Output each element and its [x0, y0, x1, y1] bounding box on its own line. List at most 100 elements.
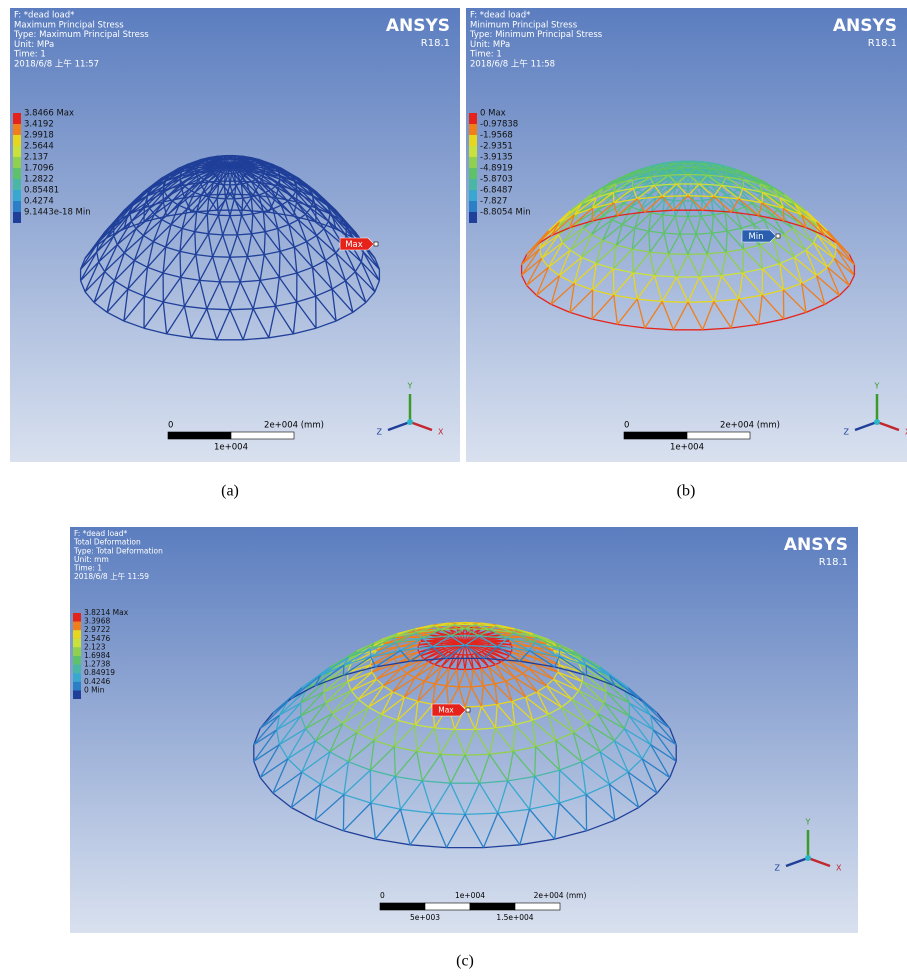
- scale-segment: [168, 432, 231, 439]
- mesh-edge: [586, 665, 587, 675]
- header-line: 2018/6/8 上午 11:59: [74, 571, 149, 581]
- legend-label: -3.9135: [480, 153, 513, 163]
- legend-swatch: [73, 613, 81, 622]
- probe-label: Max: [345, 240, 363, 250]
- scale-segment: [380, 903, 425, 910]
- legend-swatch: [13, 113, 21, 124]
- scale-label-top: 1e+004: [455, 891, 485, 900]
- mesh-edge: [465, 706, 481, 707]
- mesh-edge: [213, 171, 230, 172]
- scale-label-top: 2e+004 (mm): [264, 421, 324, 431]
- triad-origin: [874, 419, 880, 425]
- viewport-background: [466, 8, 907, 462]
- mesh-edge: [632, 249, 633, 273]
- mesh-edge: [669, 254, 688, 255]
- header-line: 2018/6/8 上午 11:57: [14, 58, 99, 69]
- mesh-edge: [743, 249, 744, 273]
- scale-segment: [425, 903, 470, 910]
- legend-swatch: [469, 146, 477, 157]
- legend-swatch: [469, 157, 477, 168]
- axis-z-label: Z: [775, 864, 781, 873]
- legend-label: 1.7096: [24, 164, 54, 174]
- scale-label-bottom: 5e+003: [410, 913, 440, 922]
- legend-swatch: [13, 179, 21, 190]
- figure: F: *dead load*Maximum Principal StressTy…: [0, 0, 907, 977]
- legend-swatch: [13, 124, 21, 135]
- legend-swatch: [469, 124, 477, 135]
- mesh-edge: [279, 176, 280, 185]
- header-line: Unit: MPa: [14, 40, 54, 50]
- probe-point: [374, 242, 378, 246]
- legend-label: -2.9351: [480, 142, 513, 152]
- mesh-edge: [230, 171, 247, 172]
- scale-segment: [515, 903, 560, 910]
- scale-segment: [687, 432, 750, 439]
- probe-point: [776, 234, 780, 238]
- mesh-edge: [234, 198, 243, 199]
- mesh-edge: [343, 665, 344, 675]
- axis-z-label: Z: [844, 428, 850, 437]
- header-line: Type: Maximum Principal Stress: [13, 30, 149, 40]
- panel: F: *dead load*Maximum Principal StressTy…: [10, 8, 460, 462]
- legend-swatch: [469, 201, 477, 212]
- legend-swatch: [469, 212, 477, 223]
- legend-label: -6.8487: [480, 186, 513, 196]
- legend-swatch: [469, 190, 477, 201]
- legend-label: -0.97838: [480, 120, 518, 130]
- legend-swatch: [469, 113, 477, 124]
- scale-label-bottom: 1e+004: [670, 443, 704, 453]
- version: R18.1: [868, 38, 897, 49]
- legend-swatch: [13, 157, 21, 168]
- legend-swatch: [73, 622, 81, 631]
- scale-segment: [231, 432, 294, 439]
- legend-label: -4.8919: [480, 164, 513, 174]
- mesh-edge: [180, 176, 181, 185]
- mesh-edge: [688, 174, 707, 175]
- scale-label-top: 2e+004 (mm): [534, 891, 587, 900]
- legend-swatch: [73, 630, 81, 639]
- mesh-edge: [217, 198, 226, 199]
- legend-label: 2.5644: [24, 142, 54, 152]
- scale-segment: [470, 903, 515, 910]
- legend-label: 0.85481: [24, 186, 59, 196]
- header-line: Minimum Principal Stress: [470, 20, 578, 30]
- mesh-edge: [465, 754, 490, 755]
- panel: F: *dead load*Minimum Principal StressTy…: [466, 8, 907, 462]
- legend-swatch: [73, 682, 81, 691]
- panel: F: *dead load*Total DeformationType: Tot…: [70, 527, 858, 933]
- legend-swatch: [73, 673, 81, 682]
- legend-swatch: [469, 168, 477, 179]
- scale-label-top: 2e+004 (mm): [720, 421, 780, 431]
- scale-segment: [624, 432, 687, 439]
- legend-swatch: [13, 201, 21, 212]
- mesh-edge: [669, 174, 688, 175]
- mesh-edge: [688, 254, 707, 255]
- version: R18.1: [421, 38, 450, 49]
- header-line: Maximum Principal Stress: [14, 20, 124, 30]
- header-line: 2018/6/8 上午 11:58: [470, 58, 555, 69]
- legend-swatch: [13, 168, 21, 179]
- header-line: Type: Minimum Principal Stress: [469, 30, 603, 40]
- legend-label: -7.827: [480, 197, 507, 207]
- mesh-edge: [632, 180, 633, 188]
- axis-x-label: X: [438, 428, 444, 437]
- mesh-edge: [688, 302, 714, 303]
- scale-label-top: 0: [380, 891, 385, 900]
- axis-x-label: X: [836, 864, 842, 873]
- legend-label: -8.8054 Min: [480, 208, 531, 218]
- axis-y-label: Y: [407, 382, 413, 391]
- legend-label: 0 Min: [84, 685, 105, 694]
- mesh-edge: [279, 251, 280, 277]
- caption: (b): [677, 483, 696, 500]
- mesh-edge: [688, 196, 714, 197]
- legend-label: -5.8703: [480, 175, 513, 185]
- header-line: F: *dead load*: [470, 11, 530, 21]
- probe-label: Min: [748, 232, 763, 242]
- mesh-edge: [586, 795, 587, 831]
- mesh-edge: [449, 668, 457, 669]
- probe-point: [466, 708, 470, 712]
- mesh-edge: [674, 200, 684, 201]
- mesh-edge: [343, 795, 344, 831]
- header-line: Time: 1: [13, 50, 46, 60]
- mesh-edge: [662, 302, 688, 303]
